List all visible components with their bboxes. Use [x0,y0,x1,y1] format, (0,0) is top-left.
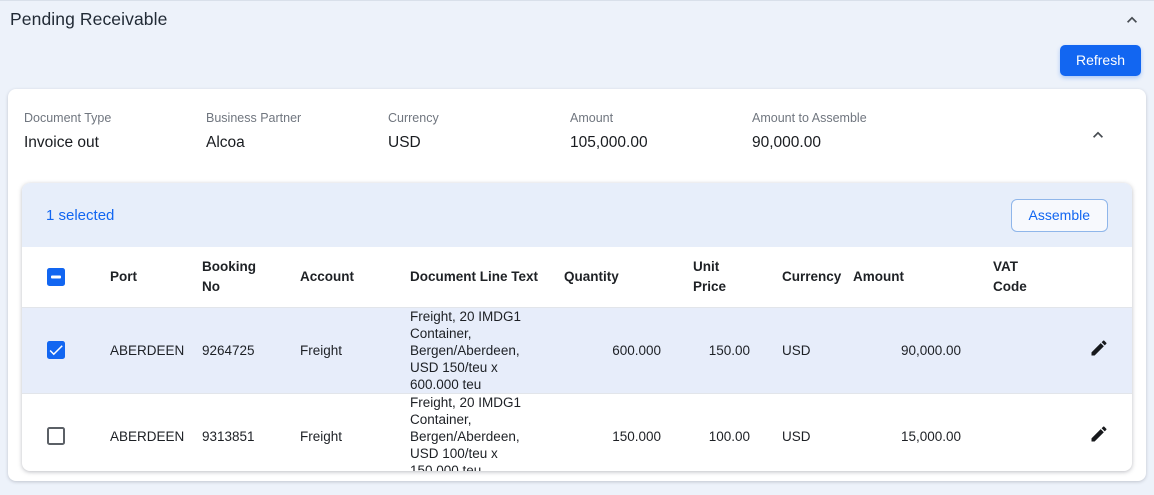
selection-toolbar: 1 selected Assemble [22,183,1132,247]
field-label: Amount to Assemble [752,111,867,125]
field-amount-to-assemble: Amount to Assemble 90,000.00 [752,111,934,152]
cell-quantity: 150.000 [612,428,661,444]
cell-unit-price: 150.00 [677,307,766,393]
cell-booking-no: 9264725 [186,307,284,393]
field-value: 90,000.00 [752,134,821,151]
field-value: Alcoa [206,134,245,151]
cell-account: Freight [300,428,343,444]
table-row[interactable]: ABERDEEN 9313851 Freight Freight, 20 IMD… [22,393,1132,471]
panel-header: Pending Receivable [0,1,1154,35]
column-header-quantity: Quantity [548,247,677,308]
column-header-port: Port [94,247,186,308]
cell-account: Freight [284,307,396,393]
field-label: Document Type [24,111,112,125]
cell-vat-code [977,307,1051,393]
column-header-document-line-text: Document Line Text [396,247,548,308]
page-title: Pending Receivable [10,9,168,29]
field-value: USD [388,134,421,151]
cell-currency: USD [766,307,837,393]
cell-document-line-text: Freight, 20 IMDG1 Container, Bergen/Aber… [410,394,522,472]
cell-vat-code [977,393,1051,471]
field-label: Currency [388,111,439,125]
lines-table: Port Booking No Account Document Line Te… [22,247,1132,471]
selected-count-label: 1 selected [46,206,115,224]
cell-port: ABERDEEN [110,428,185,444]
assemble-button[interactable]: Assemble [1010,198,1108,232]
field-business-partner: Business Partner Alcoa [206,111,388,152]
edit-pencil-icon[interactable] [1089,338,1109,362]
cell-quantity: 600.000 [548,307,677,393]
row-checkbox-checked[interactable] [47,341,65,360]
column-header-actions [1051,247,1132,308]
lines-table-card: 1 selected Assemble Port Booking No [22,183,1132,471]
cell-port: ABERDEEN [94,307,186,393]
chevron-up-icon[interactable] [1088,125,1108,150]
edit-pencil-icon[interactable] [1089,424,1109,448]
column-header-currency: Currency [766,247,841,308]
pending-receivable-card: Document Type Invoice out Business Partn… [8,89,1146,481]
column-header-account: Account [284,247,396,308]
field-currency: Currency USD [388,111,570,152]
cell-booking-no: 9313851 [202,428,255,444]
cell-currency: USD [782,428,811,444]
cell-amount: 90,000.00 [837,307,977,393]
select-all-checkbox[interactable] [47,268,65,287]
cell-amount: 15,000.00 [900,428,961,444]
field-amount: Amount 105,000.00 [570,111,752,152]
table-header-row: Port Booking No Account Document Line Te… [22,247,1132,308]
cell-document-line-text: Freight, 20 IMDG1 Container, Bergen/Aber… [396,307,548,393]
field-label: Amount [570,111,614,125]
chevron-up-icon[interactable] [1122,10,1142,35]
column-header-booking-no: Booking No [186,247,284,308]
table-row[interactable]: ABERDEEN 9264725 Freight Freight, 20 IMD… [22,307,1132,393]
refresh-row: Refresh [0,35,1154,76]
column-header-vat-code: VAT Code [977,247,1051,308]
column-header-amount: Amount [837,247,977,308]
field-value: Invoice out [24,134,99,151]
refresh-button[interactable]: Refresh [1059,45,1141,76]
field-document-type: Document Type Invoice out [24,111,206,152]
cell-unit-price: 100.00 [708,428,750,444]
document-summary-row[interactable]: Document Type Invoice out Business Partn… [8,89,1146,152]
field-label: Business Partner [206,111,302,125]
row-checkbox-unchecked[interactable] [47,427,65,446]
column-header-unit-price: Unit Price [677,247,766,308]
field-value: 105,000.00 [570,134,648,151]
